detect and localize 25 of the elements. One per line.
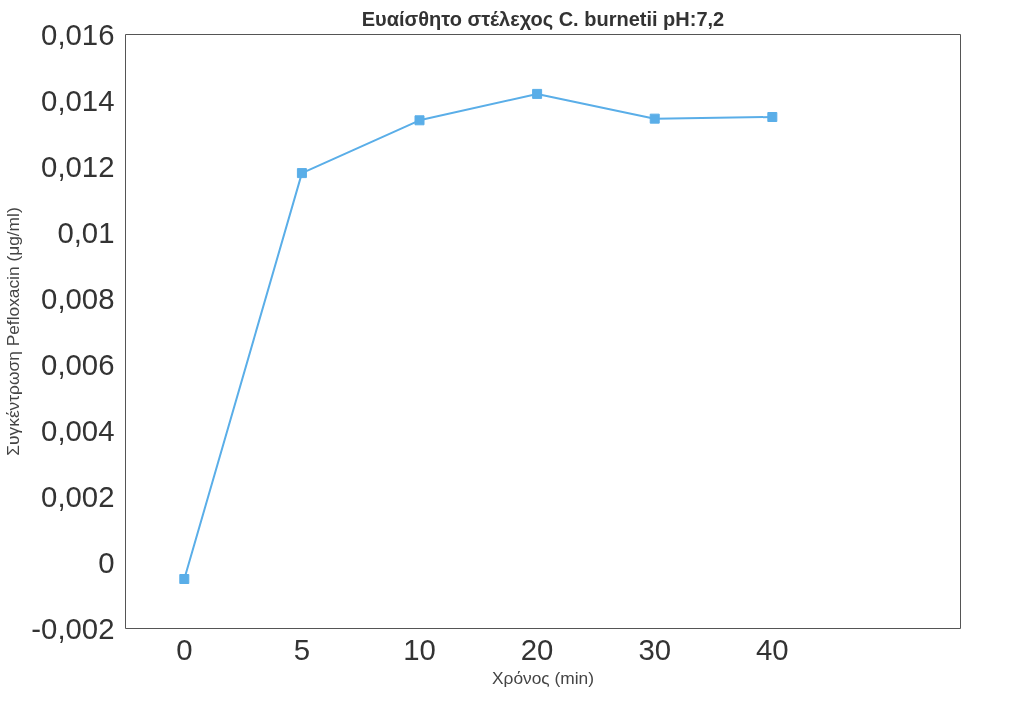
y-tick-label: 0,016 [41,17,115,51]
x-tick-label: 5 [293,632,311,666]
x-tick-label: 10 [403,632,436,666]
point [649,113,660,124]
chart-title: Ευαίσθητο στέλεχος C. burnetii pH:7,2 [361,7,725,30]
y-tick-label: 0,012 [41,149,115,183]
y-tick-label: 0,002 [41,479,115,513]
x-tick-label: 30 [638,632,672,666]
x-tick-label: 40 [756,632,789,666]
point [296,168,307,179]
y-axis-title: Συγκέντρωση Pefloxacin (μg/ml) [3,207,24,456]
x-tick-label: 0 [176,632,193,666]
point [414,115,425,126]
x-axis-title: Χρόνος (min) [492,667,594,688]
y-tick-label: 0,006 [41,347,115,381]
x-tick-label: 20 [520,632,554,666]
point [767,112,778,122]
y-tick-label: 0,008 [41,281,115,315]
point [532,88,543,99]
point [179,574,190,584]
y-tick-label: -0,002 [31,611,115,645]
y-tick-label: 0,014 [41,83,115,117]
y-tick-label: 0,004 [41,413,115,447]
y-tick-label: 0,01 [57,215,115,249]
y-tick-label: 0 [98,545,115,579]
